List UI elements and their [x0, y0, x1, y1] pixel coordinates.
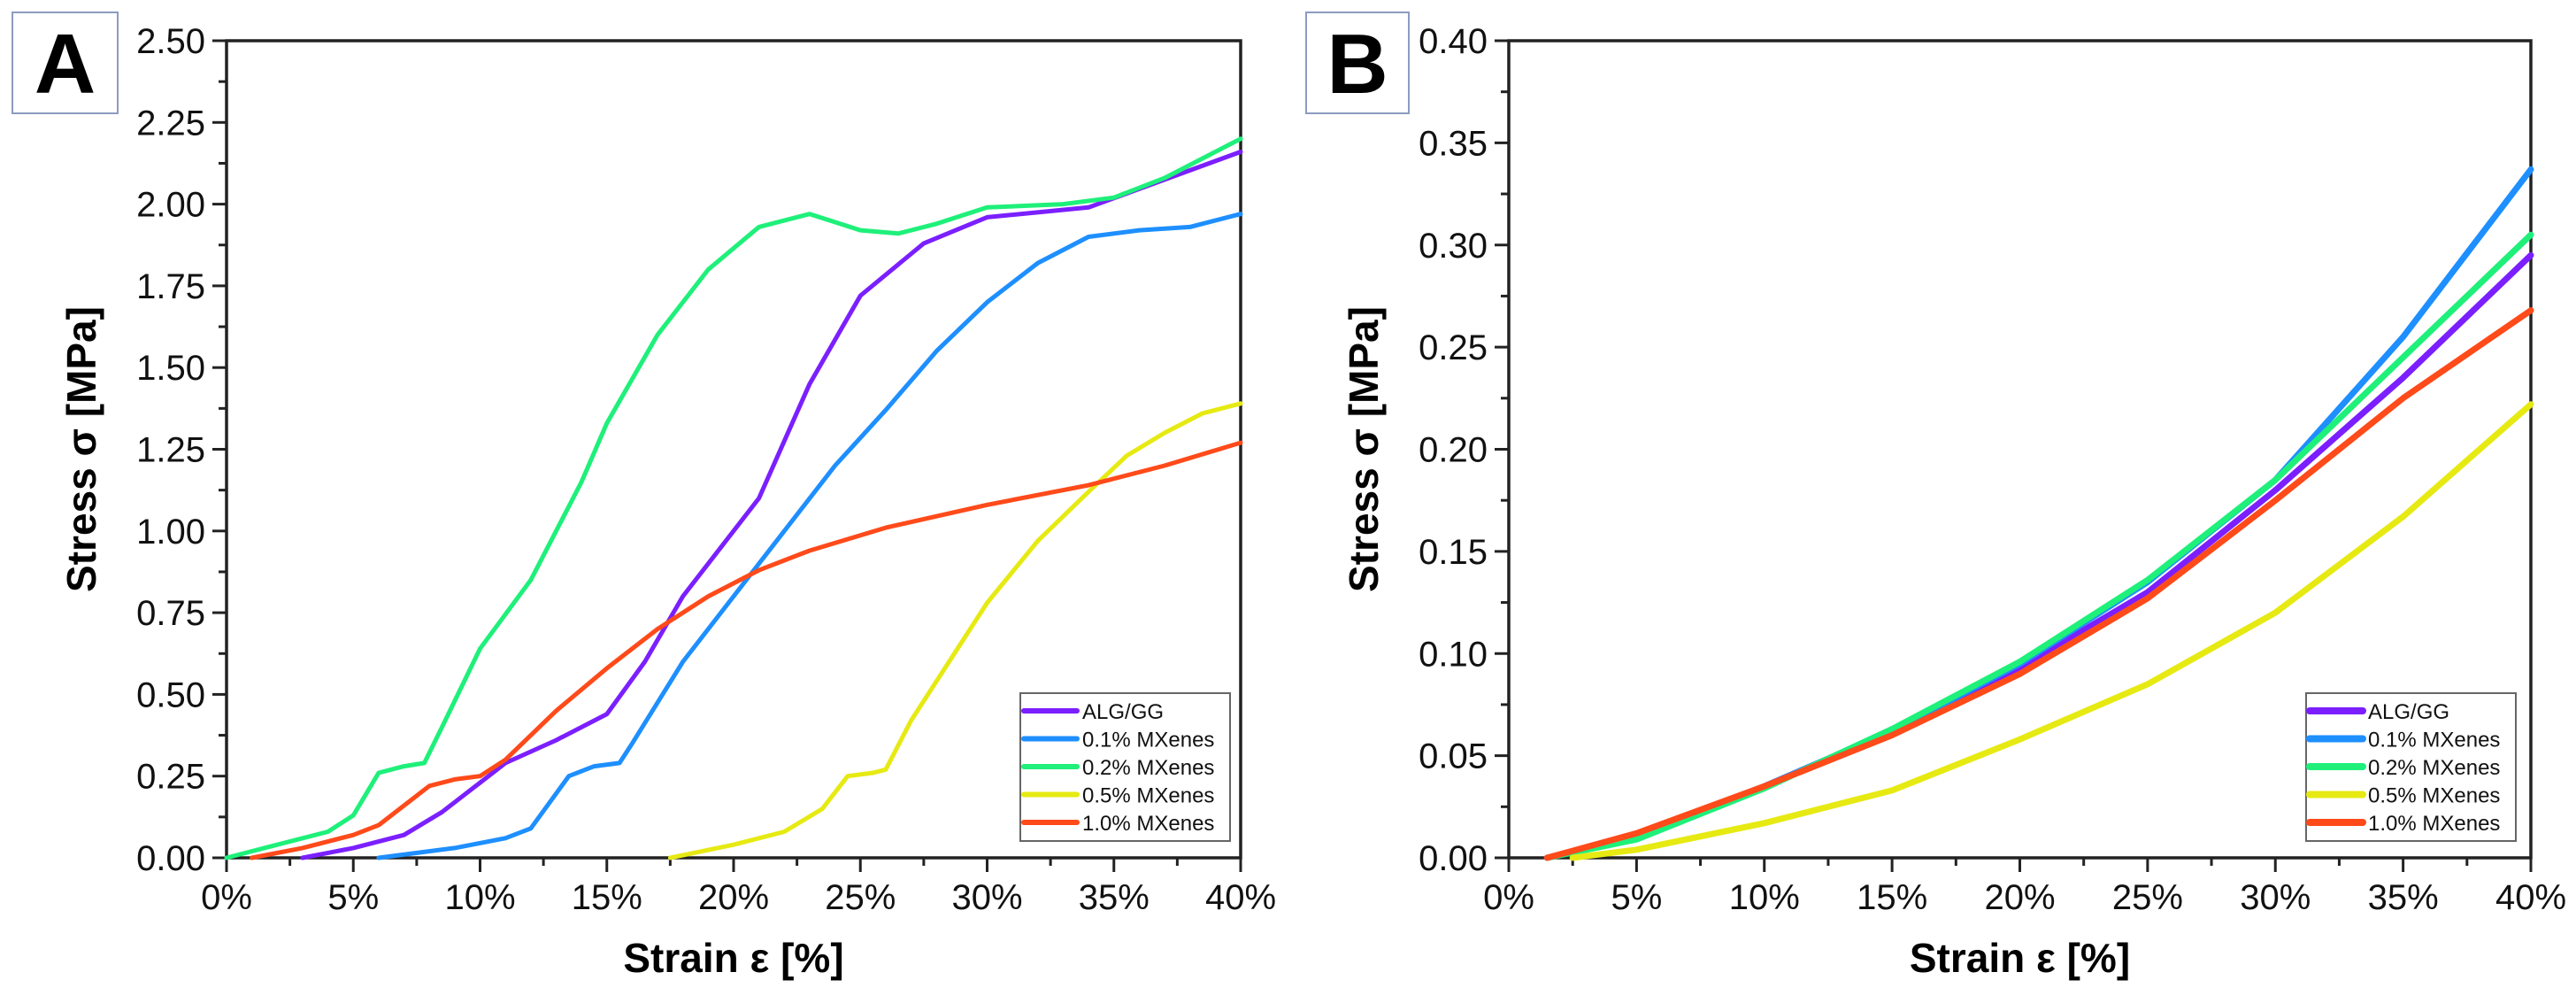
y-tick-label: 0.00 — [136, 839, 205, 878]
x-tick-label: 15% — [1857, 878, 1927, 917]
legend: ALG/GG 0.1% MXenes 0.2% MXenes 0.5% MXenes 1… — [1019, 692, 1231, 842]
x-tick-label: 5% — [327, 878, 379, 917]
x-tick-label: 40% — [2495, 878, 2566, 917]
legend-label: 0.5% MXenes — [2368, 784, 2500, 808]
series-line-0-2-mxenes — [1543, 231, 2534, 861]
legend: ALG/GG 0.1% MXenes 0.2% MXenes 0.5% MXenes 1… — [2305, 692, 2517, 842]
y-tick-label: 0.75 — [136, 594, 205, 633]
x-tick-label: 30% — [951, 878, 1022, 917]
x-tick-label: 25% — [2112, 878, 2183, 917]
x-tick-label: 40% — [1205, 878, 1276, 917]
y-tick-label: 0.40 — [1419, 22, 1488, 61]
y-tick-label: 0.50 — [136, 675, 205, 714]
y-axis-title: Stress σ [MPa] — [58, 306, 104, 592]
x-tick-label: 35% — [1079, 878, 1150, 917]
x-tick-label: 20% — [698, 878, 769, 917]
series-line-alg-gg — [300, 150, 1243, 860]
y-tick-label: 1.25 — [136, 431, 205, 470]
series-line-1-0-mxenes — [1543, 307, 2534, 861]
y-tick-label: 0.35 — [1419, 124, 1488, 163]
y-tick-label: 0.10 — [1419, 635, 1488, 674]
panel-b: B 0.00 0.05 0.10 0.15 0.20 0.25 0.30 0.35 0.40 0% 5… — [1305, 12, 2566, 981]
x-tick-label: 25% — [825, 878, 896, 917]
x-tick-label: 10% — [444, 878, 515, 917]
x-tick-label: 35% — [2368, 878, 2439, 917]
x-tick-label: 5% — [1611, 878, 1662, 917]
y-tick-label: 0.30 — [1419, 227, 1488, 266]
y-tick-label: 2.50 — [136, 22, 205, 61]
x-axis-title: Strain ε [%] — [623, 935, 843, 981]
legend-label: ALG/GG — [1082, 700, 1164, 724]
y-tick-label: 0.20 — [1419, 431, 1488, 470]
x-tick-label: 0% — [1483, 878, 1534, 917]
series-line-0-5-mxenes — [667, 401, 1243, 860]
y-tick-label: 1.50 — [136, 349, 205, 388]
x-tick-label: 30% — [2240, 878, 2311, 917]
legend-label: ALG/GG — [2368, 700, 2449, 724]
legend-label: 0.5% MXenes — [1082, 784, 1214, 808]
x-tick-label: 20% — [1984, 878, 2055, 917]
panel-label: A — [35, 17, 96, 112]
y-tick-label: 1.75 — [136, 267, 205, 306]
series-line-0-1-mxenes — [376, 212, 1243, 860]
y-tick-label: 0.25 — [1419, 328, 1488, 367]
x-axis-title: Strain ε [%] — [1910, 935, 2130, 981]
y-tick-label: 2.00 — [136, 186, 205, 225]
y-tick-label: 0.05 — [1419, 737, 1488, 776]
legend-label: 1.0% MXenes — [1082, 812, 1214, 836]
legend-label: 0.2% MXenes — [2368, 756, 2500, 780]
y-tick-label: 0.25 — [136, 758, 205, 797]
y-tick-label: 2.25 — [136, 104, 205, 143]
panel-label: B — [1326, 17, 1388, 112]
panel-label-box — [1305, 12, 1410, 114]
x-tick-label: 10% — [1729, 878, 1800, 917]
y-tick-label: 0.00 — [1419, 839, 1488, 878]
x-tick-label: 0% — [201, 878, 252, 917]
legend-label: 0.2% MXenes — [1082, 756, 1214, 780]
y-axis-title: Stress σ [MPa] — [1341, 306, 1387, 592]
panel-label-box — [12, 12, 119, 114]
panel-a: A 0.00 0.25 0.50 0.75 1.00 1.25 1.50 1.75 2.00 2.2… — [12, 12, 1276, 981]
x-tick-label: 15% — [572, 878, 642, 917]
legend-label: 1.0% MXenes — [2368, 812, 2500, 836]
series-line-0-5-mxenes — [1569, 401, 2534, 861]
series-line-1-0-mxenes — [250, 440, 1243, 860]
series-line-0-2-mxenes — [224, 136, 1243, 860]
y-tick-label: 0.15 — [1419, 533, 1488, 572]
y-tick-label: 1.00 — [136, 513, 205, 552]
legend-label: 0.1% MXenes — [1082, 729, 1214, 752]
legend-label: 0.1% MXenes — [2368, 729, 2500, 752]
